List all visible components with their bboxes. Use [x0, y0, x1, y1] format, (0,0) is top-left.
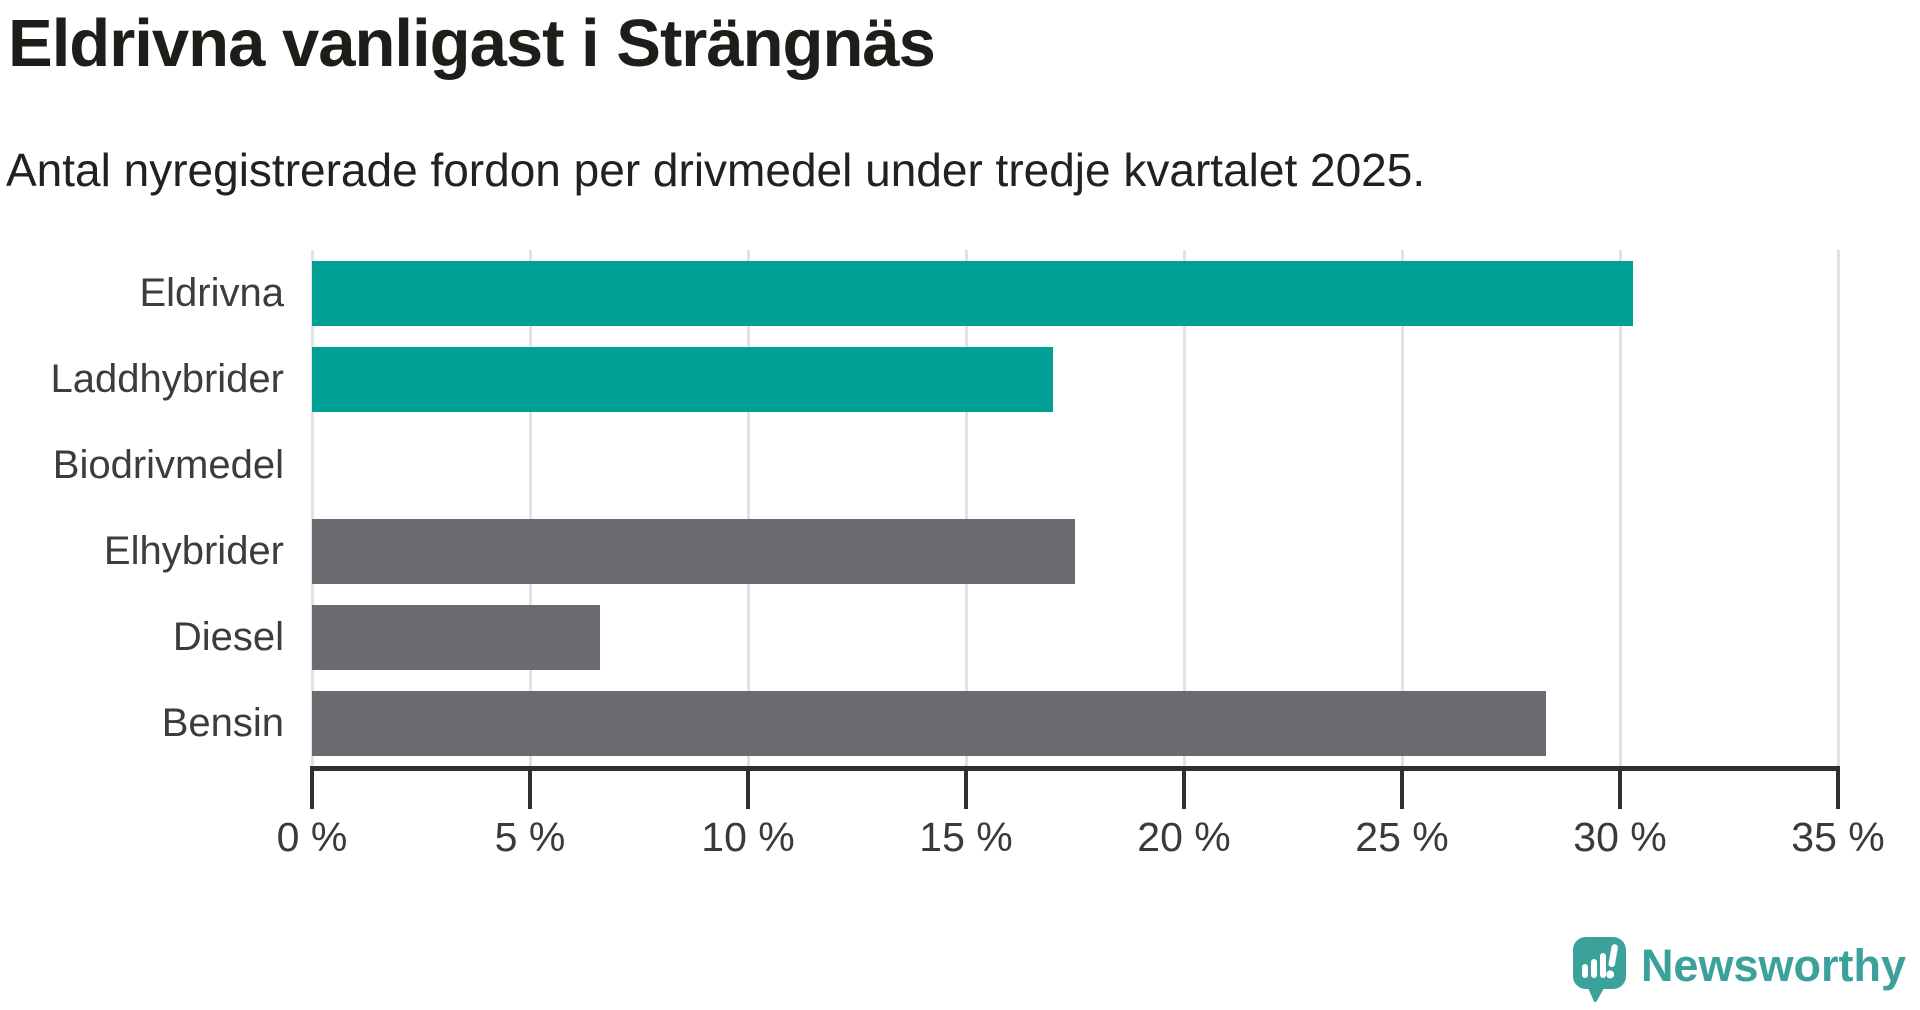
x-axis-line: [310, 766, 1840, 771]
newsworthy-logo: Newsworthy: [1571, 936, 1906, 1002]
x-axis-tick-label-5: 5 %: [494, 814, 566, 860]
bar-eldrivna: [312, 260, 1634, 326]
newsworthy-logo-text: Newsworthy: [1640, 939, 1906, 991]
x-axis-tick-15: [964, 771, 968, 809]
x-axis-tick-5: [528, 771, 532, 809]
gridline-10: [746, 250, 750, 766]
chart-subtitle: Antal nyregistrerade fordon per drivmede…: [6, 144, 1426, 196]
y-axis-label-diesel: Diesel: [172, 614, 284, 659]
x-axis-tick-label-0: 0 %: [276, 814, 348, 860]
gridline-25: [1400, 250, 1404, 766]
bar-elhybrider: [312, 518, 1075, 584]
gridline-5: [528, 250, 532, 766]
x-axis-tick-label-30: 30 %: [1573, 814, 1667, 860]
bar-laddhybrider: [312, 346, 1054, 412]
x-axis-tick-0: [310, 771, 314, 809]
bar-bensin: [312, 690, 1546, 756]
x-axis-tick-label-20: 20 %: [1137, 814, 1231, 860]
x-axis-tick-35: [1836, 771, 1840, 809]
y-axis-label-eldrivna: Eldrivna: [139, 270, 284, 315]
gridline-35: [1836, 250, 1840, 766]
x-axis-tick-30: [1618, 771, 1622, 809]
gridline-15: [964, 250, 968, 766]
x-axis-tick-label-10: 10 %: [701, 814, 795, 860]
x-axis-tick-label-25: 25 %: [1355, 814, 1449, 860]
x-axis-tick-20: [1182, 771, 1186, 809]
x-axis-tick-label-35: 35 %: [1791, 814, 1885, 860]
x-axis-tick-25: [1400, 771, 1404, 809]
y-axis-label-bensin: Bensin: [161, 700, 284, 745]
y-axis-label-elhybrider: Elhybrider: [103, 528, 284, 573]
newsworthy-logo-icon: [1572, 937, 1626, 1002]
gridline-20: [1182, 250, 1186, 766]
y-axis-label-biodrivmedel: Biodrivmedel: [52, 442, 284, 487]
gridline-30: [1618, 250, 1622, 766]
chart-title: Eldrivna vanligast i Strängnäs: [8, 6, 936, 81]
y-axis-label-laddhybrider: Laddhybrider: [50, 356, 285, 401]
bar-diesel: [312, 604, 600, 670]
x-axis-tick-label-15: 15 %: [919, 814, 1013, 860]
x-axis-tick-10: [746, 771, 750, 809]
gridline-0: [310, 250, 314, 766]
